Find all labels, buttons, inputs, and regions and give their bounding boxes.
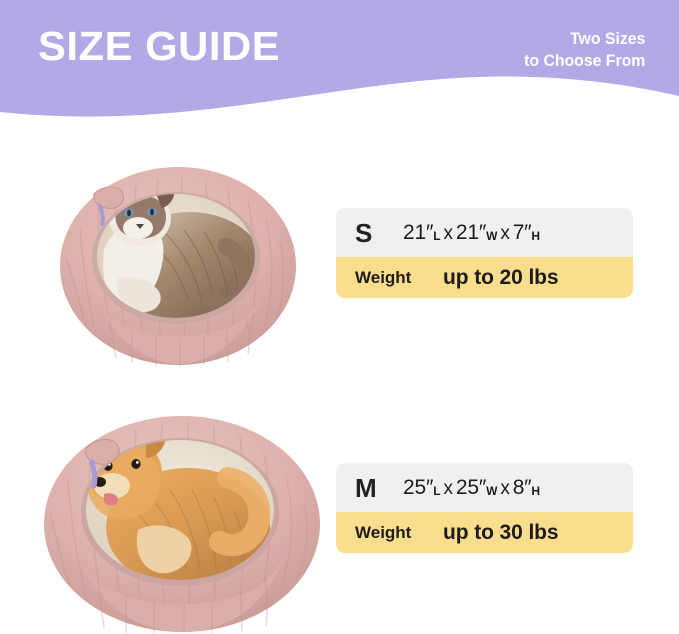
width-value-small: 21″ <box>455 221 487 244</box>
size-spec-card-medium: M 25″L x 25″W x 8″H Weight up to 30 lbs <box>336 463 633 553</box>
length-unit-small: L <box>433 229 441 243</box>
weight-value-medium: up to 30 lbs <box>443 521 559 544</box>
length-value-small: 21″ <box>403 221 434 244</box>
width-unit-medium: W <box>486 484 498 498</box>
pet-bed-with-cat-photo <box>58 150 298 368</box>
dimension-text-small: 21″L x 21″W x 7″H <box>403 222 540 243</box>
height-value-small: 7″ <box>512 221 532 244</box>
weight-label-medium: Weight <box>355 523 412 542</box>
dimension-row-medium: M 25″L x 25″W x 8″H <box>336 463 633 512</box>
size-letter-medium: M <box>355 472 377 503</box>
width-value-medium: 25″ <box>455 476 487 499</box>
pet-bed-with-dog-photo <box>42 400 322 634</box>
weight-value-small: up to 20 lbs <box>443 266 559 289</box>
length-unit-medium: L <box>433 484 441 498</box>
weight-row-medium: Weight up to 30 lbs <box>336 512 633 553</box>
page-title: SIZE GUIDE <box>38 23 281 69</box>
length-value-medium: 25″ <box>403 476 434 499</box>
dimension-separator-2-small: x <box>500 223 510 244</box>
header-subtitle-line-1: Two Sizes <box>569 29 645 48</box>
height-unit-small: H <box>531 229 541 243</box>
header-wave-shape <box>0 0 679 117</box>
header-subtitle: Two Sizes to Choose From <box>524 28 645 72</box>
size-spec-card-small: S 21″L x 21″W x 7″H Weight up to 20 lbs <box>336 208 633 298</box>
weight-row-small: Weight up to 20 lbs <box>336 257 633 298</box>
dimension-separator-1-small: x <box>443 223 454 244</box>
size-letter-small: S <box>355 217 373 248</box>
height-unit-medium: H <box>531 484 541 498</box>
dimension-separator-1-medium: x <box>443 478 454 499</box>
page-header-banner: SIZE GUIDE Two Sizes to Choose From <box>0 0 679 128</box>
dimension-text-medium: 25″L x 25″W x 8″H <box>403 477 540 498</box>
dimension-row-small: S 21″L x 21″W x 7″H <box>336 208 633 257</box>
height-value-medium: 8″ <box>512 476 532 499</box>
header-subtitle-line-2: to Choose From <box>523 50 645 70</box>
width-unit-small: W <box>486 229 498 243</box>
weight-label-small: Weight <box>355 268 412 287</box>
dimension-separator-2-medium: x <box>500 478 510 499</box>
